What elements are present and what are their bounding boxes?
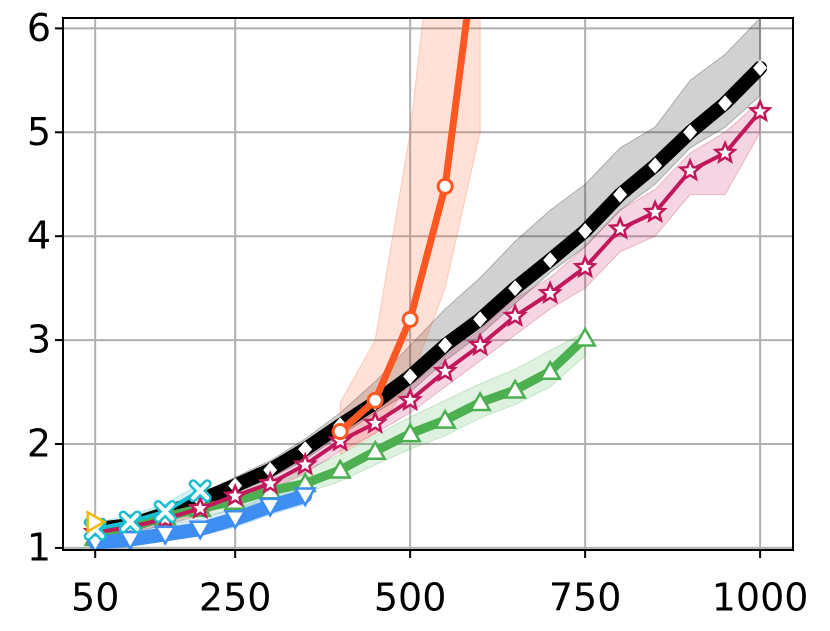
marker (718, 95, 733, 112)
marker (543, 252, 558, 269)
marker (366, 391, 384, 409)
marker (258, 497, 282, 518)
marker (362, 409, 388, 434)
marker (292, 451, 318, 476)
y-tick-label: 6 (27, 6, 51, 50)
marker (187, 495, 213, 520)
marker (293, 487, 317, 508)
marker (298, 441, 313, 458)
y-tick-label: 5 (27, 110, 51, 154)
marker (118, 530, 142, 550)
marker (573, 326, 597, 347)
marker (433, 408, 457, 429)
marker (257, 470, 283, 495)
marker (363, 439, 387, 461)
marker (153, 500, 177, 524)
x-tick-label: 750 (549, 576, 622, 620)
marker (747, 98, 773, 123)
marker (502, 302, 528, 327)
marker (578, 223, 593, 240)
marker (223, 510, 247, 531)
marker (753, 59, 768, 76)
marker (403, 368, 418, 385)
marker (397, 387, 423, 412)
marker-core (121, 512, 140, 531)
marker (188, 479, 212, 503)
marker (648, 157, 663, 174)
marker (432, 358, 458, 383)
x-tick-label: 1000 (712, 576, 809, 620)
marker (118, 510, 142, 534)
marker (331, 423, 349, 441)
plot-area (82, 18, 773, 550)
marker (503, 378, 527, 399)
x-tick-label: 500 (374, 576, 447, 620)
marker (613, 186, 628, 203)
marker (572, 254, 598, 279)
marker (263, 461, 278, 478)
x-tick-label: 50 (71, 576, 119, 620)
marker (188, 520, 212, 541)
grid (63, 18, 793, 550)
marker (473, 311, 488, 328)
marker (436, 177, 454, 195)
marker (328, 458, 352, 479)
series-line (93, 488, 203, 532)
marker (468, 391, 492, 412)
marker (438, 337, 453, 354)
marker (401, 310, 419, 328)
marker (537, 280, 563, 305)
marker-core (191, 481, 210, 500)
axes: 50 250 500 750 1000 1 2 3 4 5 6 (27, 6, 809, 620)
error-band (94, 18, 761, 537)
marker (677, 157, 703, 182)
marker (153, 525, 177, 546)
y-tick-label: 3 (27, 318, 51, 362)
marker (712, 139, 738, 164)
marker (86, 510, 107, 534)
marker (508, 280, 523, 297)
y-tick-label: 2 (27, 422, 51, 466)
marker (642, 199, 668, 224)
marker-core (156, 502, 175, 521)
x-tick-label: 250 (199, 576, 272, 620)
marker (683, 124, 698, 141)
marker (467, 332, 493, 357)
marker (398, 422, 422, 443)
y-tick-label: 1 (27, 525, 51, 569)
marker (538, 359, 562, 381)
marker (222, 482, 248, 507)
frame (62, 17, 794, 551)
y-tick-label: 4 (27, 214, 51, 258)
error-band (339, 18, 481, 456)
marker (607, 215, 633, 240)
